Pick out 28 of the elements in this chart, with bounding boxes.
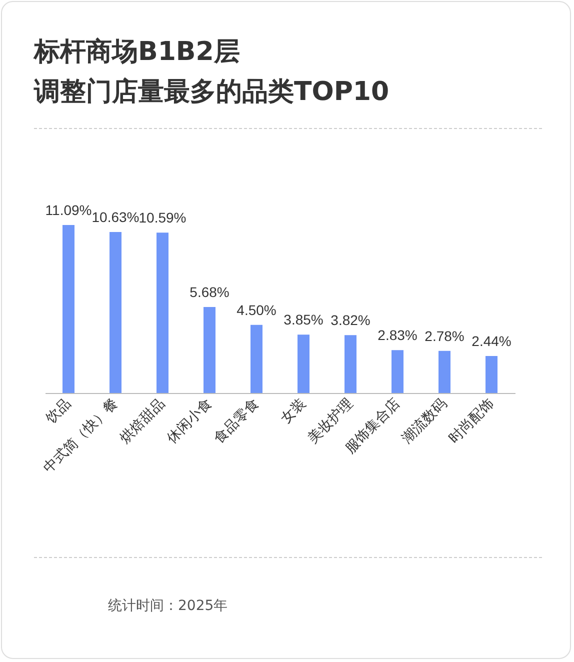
- bar: [344, 335, 356, 393]
- data-label: 2.83%: [378, 327, 418, 344]
- data-label: 2.78%: [424, 328, 464, 344]
- chart-subtitle: 调整门店量最多的品类TOP10: [34, 76, 390, 109]
- bar: [156, 232, 168, 393]
- x-tick-label: 烘焙甜品: [116, 395, 168, 446]
- data-label: 4.50%: [236, 302, 276, 318]
- bar: [110, 232, 122, 393]
- data-label: 3.85%: [284, 312, 324, 328]
- bar: [438, 350, 450, 393]
- data-label: 11.09%: [45, 202, 92, 218]
- bar: [62, 225, 74, 393]
- chart-title: 标杆商场B1B2层: [34, 36, 241, 69]
- x-tick-label: 饮品: [42, 395, 74, 427]
- bar: [250, 324, 262, 393]
- x-tick-label: 女装: [277, 395, 308, 426]
- text: 统计时间：2025年: [108, 597, 228, 616]
- data-label: 2.44%: [472, 333, 512, 350]
- bar: [204, 306, 216, 393]
- bar: [486, 356, 498, 393]
- bar: [392, 350, 404, 393]
- x-tick-label: 潮流数码: [398, 395, 450, 446]
- data-label: 3.82%: [330, 312, 370, 328]
- data-label: 5.68%: [190, 284, 230, 300]
- x-tick-label: 食品零食: [210, 395, 262, 446]
- bar: [298, 334, 310, 393]
- data-label: 10.63%: [92, 208, 140, 225]
- data-label: 10.59%: [138, 210, 186, 226]
